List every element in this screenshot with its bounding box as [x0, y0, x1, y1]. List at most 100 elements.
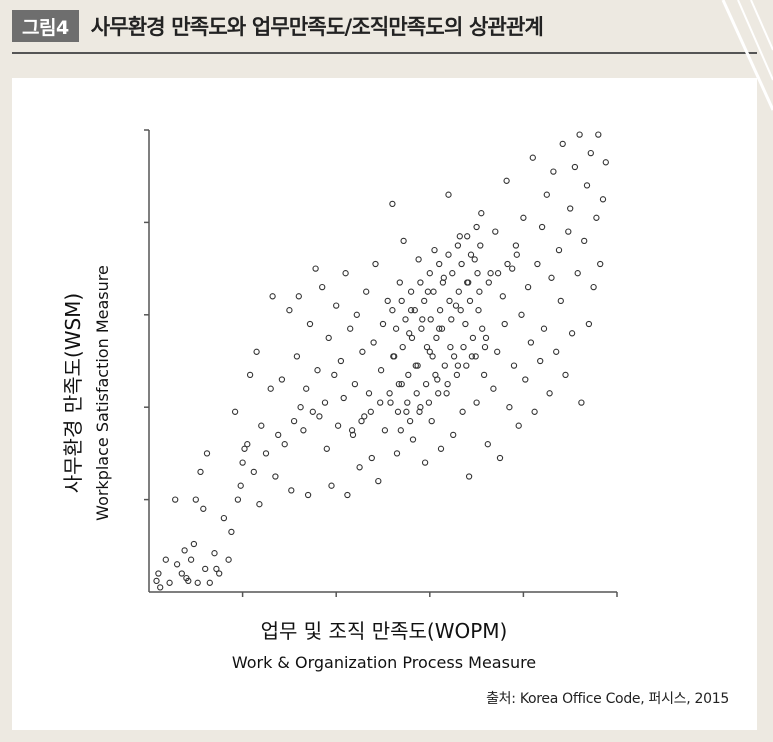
- data-point: [333, 302, 340, 309]
- data-point: [407, 307, 415, 314]
- data-point: [602, 159, 609, 166]
- data-point: [518, 311, 525, 318]
- data-point: [456, 233, 463, 240]
- data-point: [203, 450, 211, 457]
- data-point: [428, 417, 435, 425]
- data-point: [202, 565, 209, 573]
- data-point: [435, 390, 442, 397]
- data-point: [173, 561, 181, 568]
- data-point: [155, 570, 162, 577]
- data-point: [325, 334, 332, 342]
- data-point: [474, 270, 481, 277]
- data-point: [453, 371, 461, 379]
- data-point: [295, 293, 302, 300]
- data-point: [216, 570, 223, 577]
- data-point: [402, 316, 409, 323]
- data-point: [367, 408, 374, 415]
- data-point: [413, 390, 420, 397]
- data-point: [438, 325, 446, 332]
- data-point: [562, 371, 569, 379]
- data-point: [449, 270, 456, 277]
- data-point: [427, 316, 434, 323]
- data-point: [531, 408, 538, 415]
- data-point: [538, 223, 546, 231]
- data-point: [529, 154, 536, 161]
- data-point: [166, 579, 173, 586]
- data-point: [553, 348, 560, 355]
- data-point: [482, 334, 490, 342]
- data-point: [389, 200, 396, 208]
- data-point: [246, 371, 254, 379]
- data-point: [472, 353, 479, 360]
- data-point: [576, 131, 583, 138]
- data-point: [587, 149, 594, 157]
- data-point: [550, 168, 557, 175]
- data-point: [407, 288, 415, 295]
- data-point: [239, 459, 246, 466]
- data-point: [479, 325, 486, 332]
- data-point: [445, 191, 452, 198]
- data-point: [578, 399, 585, 406]
- data-point: [460, 343, 467, 351]
- source-note: 출처: Korea Office Code, 퍼시스, 2015: [486, 688, 729, 708]
- figure-number-badge: 그림4: [12, 10, 79, 42]
- data-point: [484, 441, 491, 448]
- data-point: [395, 380, 403, 388]
- data-point: [455, 288, 462, 295]
- data-point: [432, 371, 439, 379]
- data-point: [436, 325, 443, 332]
- data-point: [370, 339, 377, 346]
- data-point: [476, 288, 483, 295]
- data-point: [206, 579, 213, 586]
- data-point: [404, 399, 411, 406]
- data-point: [457, 307, 464, 314]
- data-point: [387, 399, 394, 406]
- data-point: [436, 260, 443, 268]
- data-point: [269, 293, 276, 300]
- data-point: [368, 454, 375, 462]
- data-point: [323, 445, 330, 452]
- data-point: [452, 302, 460, 309]
- data-point: [480, 371, 488, 379]
- data-point: [515, 422, 522, 429]
- data-point: [381, 427, 389, 434]
- data-point: [319, 283, 326, 291]
- data-point: [356, 464, 363, 471]
- data-point: [399, 343, 406, 351]
- data-point: [253, 348, 260, 355]
- data-point: [396, 279, 403, 286]
- data-point: [309, 408, 316, 415]
- data-point: [426, 270, 433, 277]
- data-point: [490, 385, 497, 392]
- data-point: [595, 131, 602, 138]
- data-point: [548, 274, 555, 281]
- data-point: [244, 441, 251, 448]
- data-point: [477, 242, 484, 249]
- chart-panel: 업무 및 조직 만족도(WOPM) Work & Organization Pr…: [12, 78, 757, 730]
- data-point: [337, 357, 345, 365]
- data-point: [597, 260, 604, 268]
- data-point: [361, 413, 368, 420]
- data-point: [403, 408, 410, 415]
- data-point: [424, 288, 432, 295]
- data-point: [321, 399, 329, 406]
- data-point: [557, 297, 564, 305]
- data-point: [359, 348, 366, 355]
- data-point: [153, 577, 160, 585]
- data-point: [372, 260, 379, 268]
- data-point: [286, 307, 293, 314]
- data-point: [522, 376, 529, 383]
- data-point: [537, 357, 544, 365]
- data-point: [430, 288, 437, 295]
- data-point: [353, 311, 360, 318]
- data-point: [469, 334, 477, 342]
- data-point: [429, 353, 436, 360]
- data-point: [512, 242, 520, 249]
- data-point: [443, 390, 450, 397]
- data-point: [211, 550, 218, 557]
- data-point: [418, 325, 425, 332]
- data-point: [421, 297, 428, 305]
- source-text: Korea Office Code, 퍼시스, 2015: [519, 691, 729, 707]
- data-point: [220, 514, 228, 522]
- scatter-points: [153, 131, 609, 591]
